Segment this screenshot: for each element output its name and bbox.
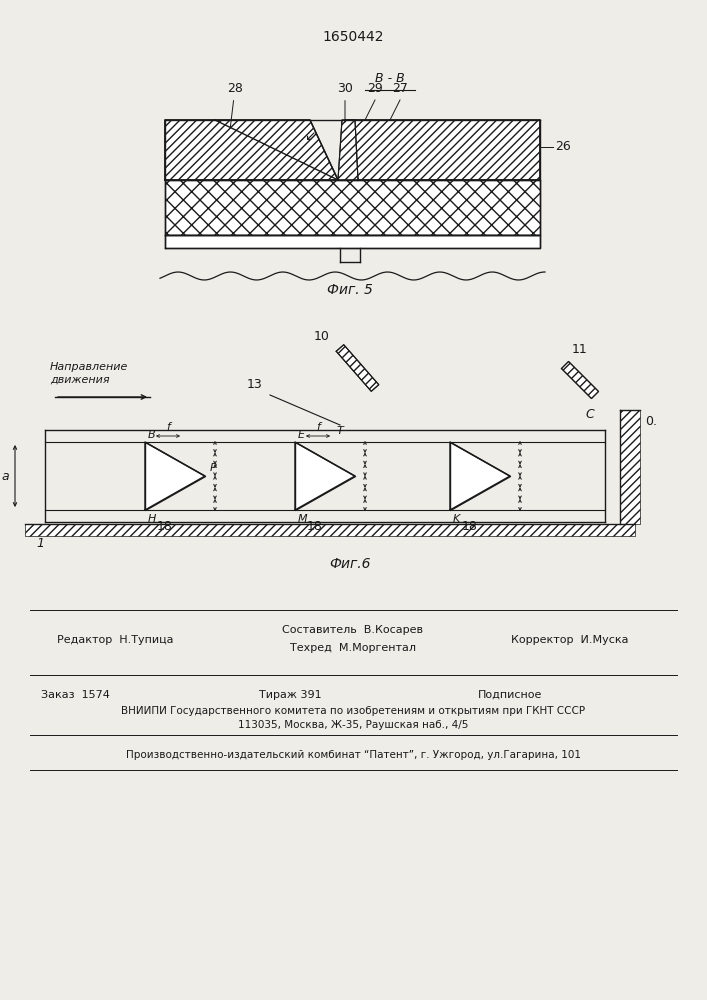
Text: B: B <box>148 430 156 440</box>
Text: В - В: В - В <box>375 72 405 85</box>
Text: 11: 11 <box>572 343 588 356</box>
Text: 26: 26 <box>555 140 571 153</box>
Text: ↙: ↙ <box>304 129 316 143</box>
Text: Подписное: Подписное <box>478 690 542 700</box>
Text: 18: 18 <box>462 520 478 533</box>
Text: 18: 18 <box>157 520 173 533</box>
Text: 113035, Москва, Ж-35, Раушская наб., 4/5: 113035, Москва, Ж-35, Раушская наб., 4/5 <box>238 720 468 730</box>
Text: a: a <box>1 470 8 483</box>
Text: E: E <box>298 430 305 440</box>
Text: K: K <box>453 514 460 524</box>
Text: 19: 19 <box>463 470 473 482</box>
Text: 18: 18 <box>307 520 323 533</box>
Text: 28: 28 <box>227 82 243 127</box>
Text: Фиг. 5: Фиг. 5 <box>327 283 373 297</box>
Text: 10: 10 <box>314 330 330 343</box>
Text: Корректор  И.Муска: Корректор И.Муска <box>511 635 629 645</box>
Text: Направление: Направление <box>50 362 129 372</box>
Text: H: H <box>148 514 156 524</box>
Text: Редактор  Н.Тупица: Редактор Н.Тупица <box>57 635 173 645</box>
Text: C: C <box>585 408 595 421</box>
Text: 1650442: 1650442 <box>322 30 384 44</box>
Text: Тираж 391: Тираж 391 <box>259 690 321 700</box>
Text: 19: 19 <box>158 470 168 482</box>
Text: Заказ  1574: Заказ 1574 <box>40 690 110 700</box>
Text: Составитель  В.Косарев: Составитель В.Косарев <box>283 625 423 635</box>
Text: M: M <box>298 514 308 524</box>
Text: 27: 27 <box>392 82 408 95</box>
Text: Фиг.6: Фиг.6 <box>329 557 370 571</box>
Text: ВНИИПИ Государственного комитета по изобретениям и открытиям при ГКНТ СССР: ВНИИПИ Государственного комитета по изоб… <box>121 706 585 716</box>
Text: 29: 29 <box>367 82 383 95</box>
Text: 13: 13 <box>247 378 263 391</box>
Text: f: f <box>166 422 170 432</box>
Text: T: T <box>337 426 344 436</box>
Text: 0.: 0. <box>645 415 657 428</box>
Text: Производственно-издательский комбинат “Патент”, г. Ужгород, ул.Гагарина, 101: Производственно-издательский комбинат “П… <box>126 750 580 760</box>
Text: Техред  М.Моргентал: Техред М.Моргентал <box>290 643 416 653</box>
Text: 1: 1 <box>36 537 44 550</box>
Text: 30: 30 <box>337 82 353 122</box>
Text: движения: движения <box>50 375 110 385</box>
Text: 19: 19 <box>308 470 318 482</box>
Text: f: f <box>316 422 320 432</box>
Text: P: P <box>210 463 217 473</box>
